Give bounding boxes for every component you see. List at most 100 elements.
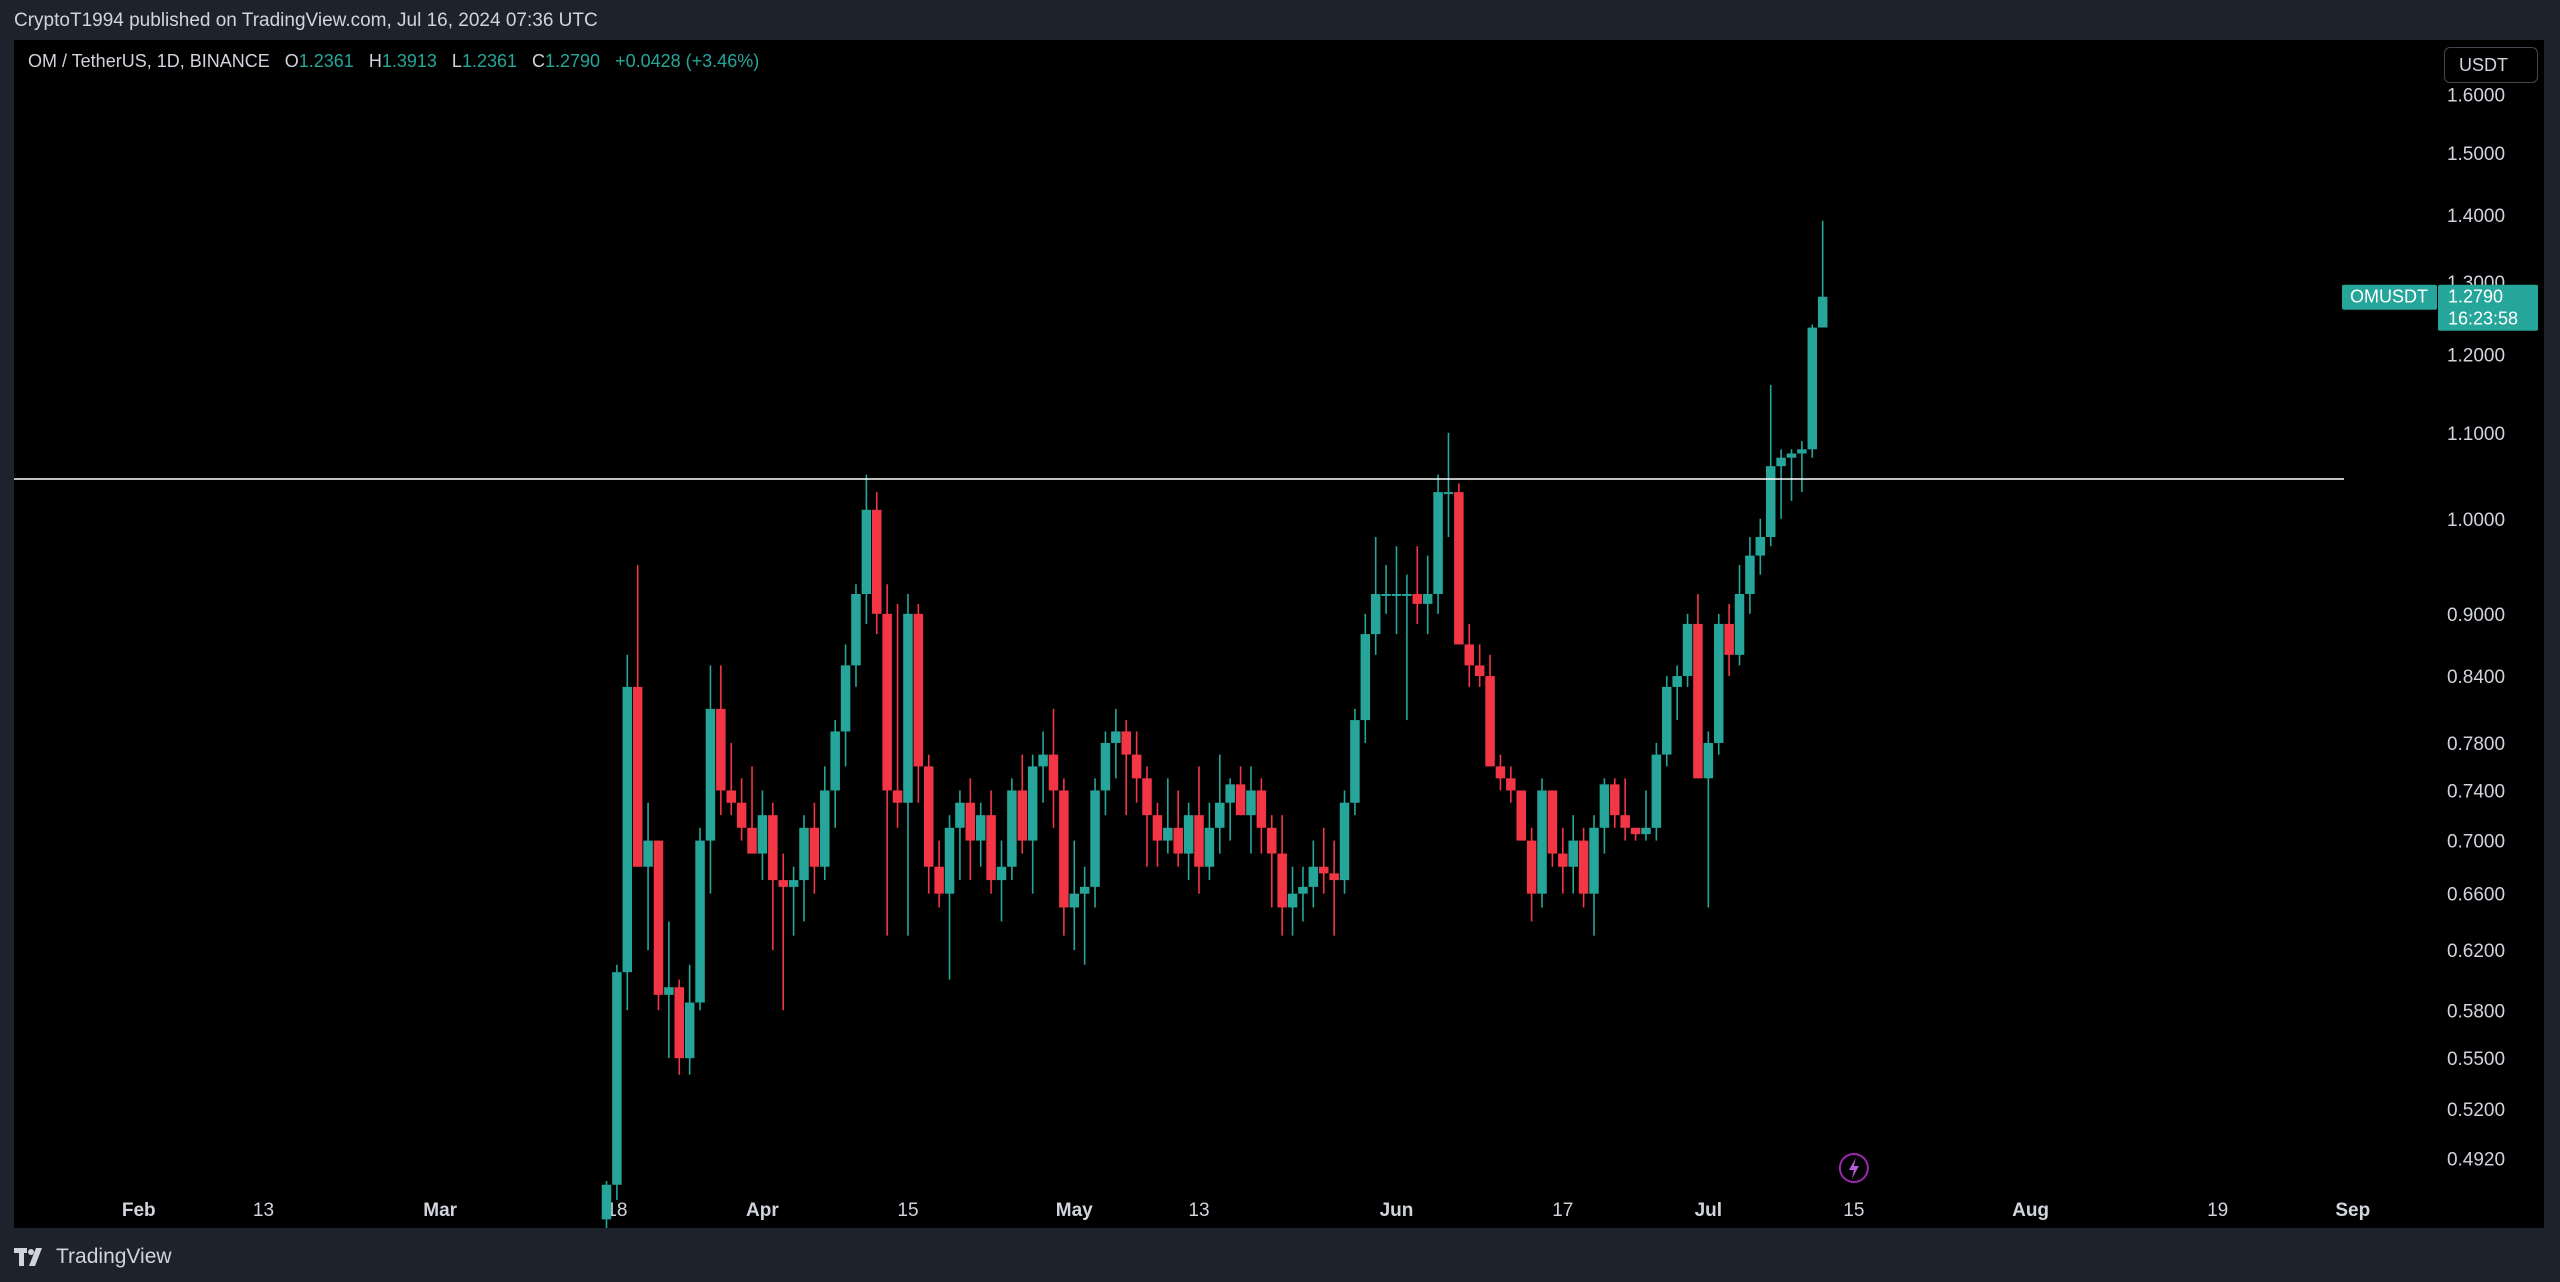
candle-body (965, 802, 976, 841)
candle (996, 840, 1007, 922)
candle (1287, 866, 1298, 936)
candle (1318, 827, 1329, 894)
x-tick-label: 19 (2207, 1200, 2228, 1221)
candle (872, 492, 882, 635)
candle (1256, 778, 1267, 854)
x-tick-label: Jul (1695, 1200, 1722, 1221)
candle (934, 840, 944, 908)
candle-body (934, 866, 944, 894)
candle (788, 866, 799, 936)
candle-body (851, 594, 861, 666)
candle-body (747, 827, 757, 854)
candle-body (1339, 802, 1350, 881)
candle-body (955, 802, 965, 828)
candle-body (1350, 720, 1360, 803)
candle-body (1724, 623, 1734, 655)
candle (1599, 778, 1610, 854)
candle-body (622, 686, 633, 973)
candle (1578, 827, 1589, 908)
candle (1329, 840, 1339, 936)
candle-body (1485, 676, 1495, 767)
candle-body (1069, 893, 1080, 908)
candle-body (601, 1184, 612, 1220)
candle-body (1620, 815, 1630, 828)
chart-panel[interactable]: 1.6000 1.5000 1.4000 1.3000 1.2000 1.1000 1.00… (14, 40, 2544, 1228)
candle-body (1215, 802, 1225, 828)
candle (1360, 613, 1371, 743)
x-tick-label: 18 (606, 1200, 627, 1221)
candle (1121, 720, 1131, 816)
legend-symbol: OM / TetherUS, 1D, BINANCE (28, 51, 270, 71)
candle-body (820, 790, 830, 867)
candle (1454, 483, 1464, 645)
candle-body (1703, 742, 1714, 779)
candle-body (1194, 815, 1204, 867)
candle (1183, 802, 1194, 881)
y-tick-label: 0.4920 (2447, 1150, 2505, 1171)
candle-body (1558, 853, 1568, 867)
x-tick-label: Mar (423, 1200, 457, 1221)
candle-body (1755, 536, 1766, 556)
candle-body (736, 802, 747, 828)
candle (1381, 565, 1391, 614)
candle (736, 778, 747, 841)
candle-body (1464, 644, 1475, 666)
candle-body (1204, 827, 1215, 867)
currency-button[interactable]: USDT (2444, 47, 2538, 83)
candles-layer (601, 220, 1828, 1228)
legend-open: 1.2361 (298, 51, 354, 71)
candle-body (1318, 866, 1329, 874)
candle (1797, 441, 1807, 493)
candle-body (1412, 594, 1423, 604)
candle (1152, 802, 1163, 867)
candle-body (1672, 676, 1682, 687)
y-tick-label: 0.6600 (2447, 885, 2505, 906)
candle (1142, 766, 1152, 867)
candle (1765, 384, 1776, 547)
candle-body (684, 1002, 695, 1059)
candle (1547, 790, 1558, 867)
candle-body (923, 766, 934, 867)
candle (1402, 574, 1412, 721)
symbol-tag-text: OMUSDT (2350, 287, 2428, 307)
candle-body (1017, 790, 1028, 841)
candle (892, 603, 903, 828)
candle-body (986, 815, 996, 881)
y-tick-label: 0.7800 (2447, 734, 2505, 755)
candle-body (1183, 815, 1194, 854)
symbol-tag-bg (2342, 284, 2437, 310)
x-tick-label: Apr (746, 1200, 779, 1221)
candle-body (1454, 492, 1464, 645)
candle-body (913, 613, 924, 767)
candle-body (1100, 742, 1111, 791)
footer-brand[interactable]: TradingView (14, 1242, 172, 1272)
candle-body (1443, 492, 1454, 495)
candle (684, 964, 695, 1075)
x-tick-label: May (1056, 1200, 1093, 1221)
candle (1516, 790, 1526, 841)
event-lightning-icon[interactable] (1838, 1153, 1869, 1183)
ohlc-legend: OM / TetherUS, 1D, BINANCE O1.2361 H1.39… (28, 51, 759, 72)
candle (1079, 866, 1090, 965)
candle (1474, 644, 1485, 687)
candle-body (726, 790, 736, 803)
candle-body (1765, 466, 1776, 537)
x-tick-label: 17 (1552, 1200, 1573, 1221)
candle-body (757, 815, 768, 854)
candle (1807, 324, 1818, 458)
candle-body (1038, 754, 1048, 767)
candle-body (1256, 790, 1267, 828)
y-tick-label: 0.5200 (2447, 1100, 2505, 1121)
candle-body (1308, 866, 1319, 887)
candle (716, 665, 726, 816)
candle (747, 766, 757, 854)
candle (1267, 815, 1277, 908)
candle (840, 644, 851, 767)
candlestick-chart[interactable]: 1.60001.50001.40001.30001.20001.10001.00… (14, 40, 2544, 1228)
y-tick-label: 0.8400 (2447, 667, 2505, 688)
candle (830, 720, 840, 828)
legend-low-label: L (451, 51, 462, 71)
candle (1225, 778, 1235, 841)
legend-open-label: O (284, 51, 299, 71)
